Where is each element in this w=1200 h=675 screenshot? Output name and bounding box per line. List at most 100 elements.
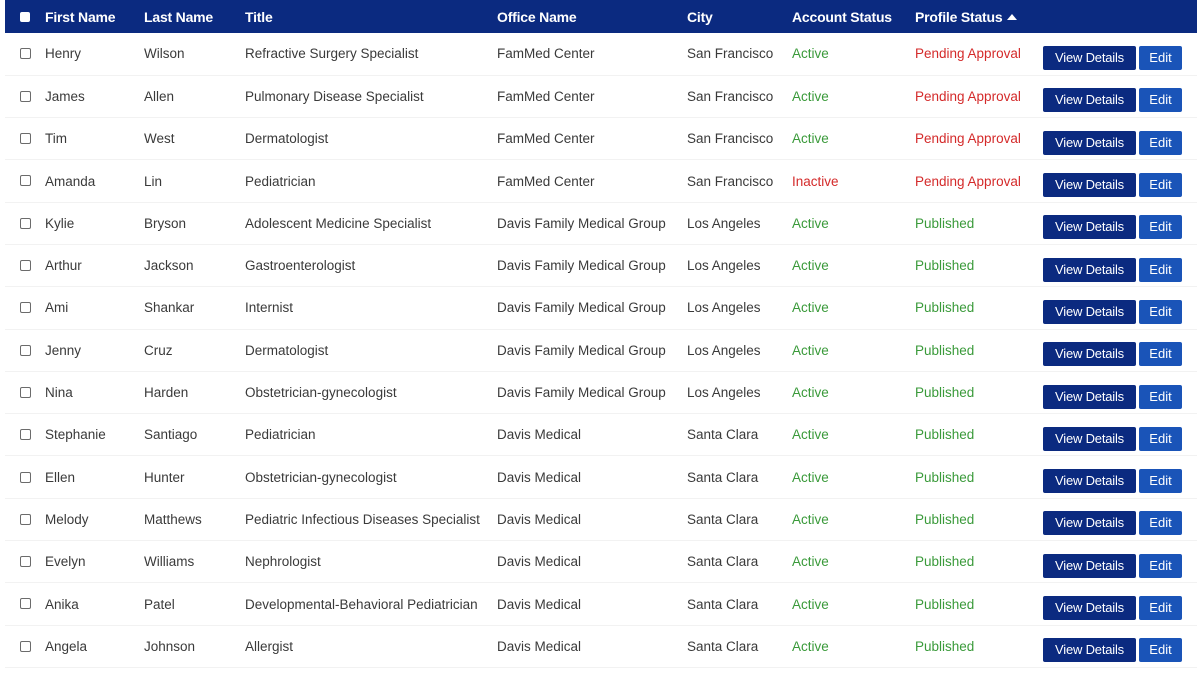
office-name-cell: Davis Medical <box>497 540 687 584</box>
account-status-cell: Active <box>792 540 915 584</box>
row-checkbox[interactable] <box>20 513 31 525</box>
table-header-row: First Name Last Name Title Office Name C… <box>5 0 1197 33</box>
header-account-status[interactable]: Account Status <box>792 8 892 25</box>
row-checkbox[interactable] <box>20 48 31 60</box>
office-name-cell: FamMed Center <box>497 75 687 119</box>
profile-status-cell: Published <box>915 498 1043 542</box>
edit-button[interactable]: Edit <box>1139 638 1182 663</box>
city-cell: Santa Clara <box>687 625 792 668</box>
row-checkbox[interactable] <box>20 429 31 441</box>
first-name-cell: Tim <box>45 117 144 161</box>
view-details-button[interactable]: View Details <box>1043 384 1136 409</box>
row-select-cell <box>5 455 45 499</box>
office-name-cell: Davis Family Medical Group <box>497 202 687 245</box>
first-name-cell: Stephanie <box>45 413 144 457</box>
row-checkbox[interactable] <box>20 217 31 229</box>
view-details-button[interactable]: View Details <box>1043 511 1136 536</box>
profile-status-cell: Published <box>915 455 1043 499</box>
edit-button[interactable]: Edit <box>1139 299 1182 324</box>
edit-button[interactable]: Edit <box>1139 173 1182 198</box>
view-details-button[interactable]: View Details <box>1043 299 1136 324</box>
first-name-cell: Anika <box>45 582 144 626</box>
edit-button[interactable]: Edit <box>1139 215 1182 240</box>
view-details-button[interactable]: View Details <box>1043 342 1136 367</box>
edit-button[interactable]: Edit <box>1139 130 1182 155</box>
edit-button[interactable]: Edit <box>1139 426 1182 451</box>
view-details-button[interactable]: View Details <box>1043 45 1136 70</box>
view-details-button[interactable]: View Details <box>1043 257 1136 282</box>
view-details-button[interactable]: View Details <box>1043 596 1136 620</box>
actions-cell: View Details Edit <box>1043 625 1197 668</box>
table-row: Angela Johnson Allergist Davis Medical S… <box>5 625 1197 668</box>
profile-status-cell: Pending Approval <box>915 117 1043 161</box>
view-details-button[interactable]: View Details <box>1043 426 1136 451</box>
profile-status-cell: Published <box>915 244 1043 288</box>
office-name-cell: Davis Medical <box>497 413 687 457</box>
table-row: Arthur Jackson Gastroenterologist Davis … <box>5 244 1197 288</box>
view-details-button[interactable]: View Details <box>1043 88 1136 113</box>
profile-status-cell: Pending Approval <box>915 75 1043 119</box>
row-checkbox[interactable] <box>20 302 31 314</box>
edit-button[interactable]: Edit <box>1139 553 1182 578</box>
view-details-button[interactable]: View Details <box>1043 130 1136 155</box>
last-name-cell: West <box>144 117 245 161</box>
office-name-cell: Davis Medical <box>497 498 687 542</box>
office-name-cell: Davis Family Medical Group <box>497 286 687 330</box>
row-checkbox[interactable] <box>20 90 31 102</box>
edit-button[interactable]: Edit <box>1139 88 1182 113</box>
table-row: Nina Harden Obstetrician-gynecologist Da… <box>5 371 1197 415</box>
last-name-cell: Allen <box>144 75 245 119</box>
row-checkbox[interactable] <box>20 133 31 145</box>
view-details-button[interactable]: View Details <box>1043 173 1136 198</box>
first-name-cell: Nina <box>45 371 144 415</box>
header-title[interactable]: Title <box>245 8 273 25</box>
table-row: Evelyn Williams Nephrologist Davis Medic… <box>5 540 1197 584</box>
actions-cell: View Details Edit <box>1043 329 1197 372</box>
view-details-button[interactable]: View Details <box>1043 553 1136 578</box>
edit-button[interactable]: Edit <box>1139 511 1182 536</box>
profile-status-cell: Published <box>915 329 1043 372</box>
row-checkbox[interactable] <box>20 598 31 610</box>
header-first-name[interactable]: First Name <box>45 8 116 25</box>
last-name-cell: Williams <box>144 540 245 584</box>
row-checkbox[interactable] <box>20 344 31 356</box>
table-row: Stephanie Santiago Pediatrician Davis Me… <box>5 413 1197 457</box>
edit-button[interactable]: Edit <box>1139 45 1182 70</box>
actions-cell: View Details Edit <box>1043 244 1197 288</box>
actions-cell: View Details Edit <box>1043 413 1197 457</box>
last-name-cell: Shankar <box>144 286 245 330</box>
row-checkbox[interactable] <box>20 386 31 398</box>
first-name-cell: Ellen <box>45 455 144 499</box>
view-details-button[interactable]: View Details <box>1043 469 1136 494</box>
account-status-cell: Active <box>792 625 915 668</box>
row-checkbox[interactable] <box>20 471 31 483</box>
header-profile-status[interactable]: Profile Status <box>915 0 1043 33</box>
header-last-name[interactable]: Last Name <box>144 8 214 25</box>
office-name-cell: FamMed Center <box>497 159 687 203</box>
row-select-cell <box>5 75 45 119</box>
account-status-cell: Active <box>792 33 915 76</box>
edit-button[interactable]: Edit <box>1139 384 1182 409</box>
row-checkbox[interactable] <box>20 556 31 568</box>
edit-button[interactable]: Edit <box>1139 469 1182 494</box>
city-cell: Los Angeles <box>687 244 792 288</box>
table-row: Amanda Lin Pediatrician FamMed Center Sa… <box>5 159 1197 203</box>
last-name-cell: Cruz <box>144 329 245 372</box>
row-checkbox[interactable] <box>20 175 31 187</box>
edit-button[interactable]: Edit <box>1139 596 1182 620</box>
row-select-cell <box>5 202 45 245</box>
edit-button[interactable]: Edit <box>1139 257 1182 282</box>
sort-ascending-icon[interactable] <box>1007 13 1018 20</box>
view-details-button[interactable]: View Details <box>1043 215 1136 240</box>
header-office-name[interactable]: Office Name <box>497 8 577 25</box>
edit-button[interactable]: Edit <box>1139 342 1182 367</box>
select-all-checkbox[interactable] <box>20 11 30 22</box>
header-city[interactable]: City <box>687 8 713 25</box>
row-checkbox[interactable] <box>20 640 31 652</box>
row-checkbox[interactable] <box>20 260 31 272</box>
view-details-button[interactable]: View Details <box>1043 638 1136 663</box>
account-status-cell: Active <box>792 329 915 372</box>
row-select-cell <box>5 582 45 626</box>
row-select-cell <box>5 371 45 415</box>
